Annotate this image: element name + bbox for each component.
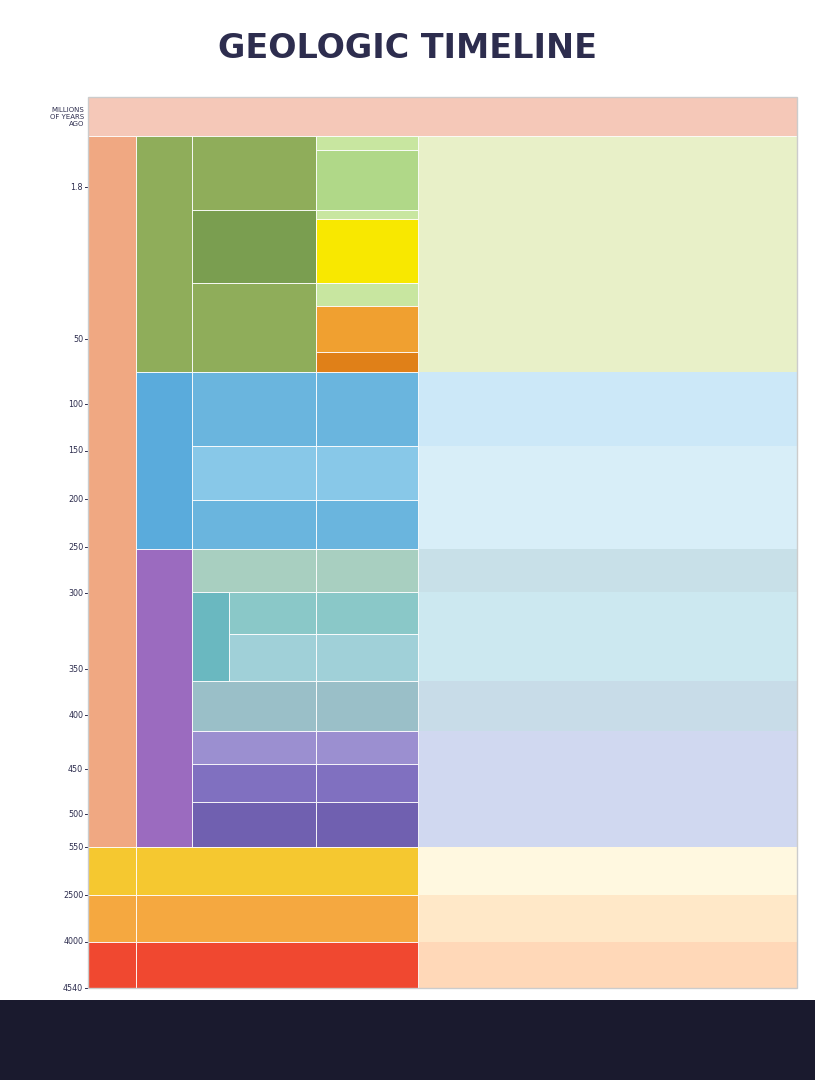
Text: QUATERNARY: QUATERNARY bbox=[214, 159, 293, 168]
Text: PLEISTOCENE: PLEISTOCENE bbox=[331, 175, 403, 185]
Text: OLIGOCENE: OLIGOCENE bbox=[337, 291, 398, 299]
Text: NEOGENE: NEOGENE bbox=[226, 232, 282, 242]
Text: 100: 100 bbox=[68, 400, 83, 408]
Text: PALEOCENE: PALEOCENE bbox=[336, 357, 398, 366]
Text: 50: 50 bbox=[73, 335, 83, 343]
Text: 4000: 4000 bbox=[63, 937, 83, 946]
Text: CENOZOIC: CENOZOIC bbox=[159, 225, 169, 284]
Text: Modern seed bearing plants, dinosaurs: Modern seed bearing plants, dinosaurs bbox=[179, 415, 328, 423]
Text: Cycads, first dinosaurs: Cycads, first dinosaurs bbox=[210, 526, 297, 536]
Text: SILURIAN: SILURIAN bbox=[227, 738, 281, 748]
Text: MILLIONS
OF YEARS
AGO: MILLIONS OF YEARS AGO bbox=[50, 107, 84, 126]
Text: EOCENE: EOCENE bbox=[346, 324, 388, 334]
Text: ORDOVICIAN: ORDOVICIAN bbox=[217, 773, 291, 783]
Text: PALEOZOIC: PALEOZOIC bbox=[159, 665, 169, 730]
Text: 300: 300 bbox=[68, 589, 83, 598]
Text: PERIOD: PERIOD bbox=[233, 111, 274, 122]
Text: The beginning of the formation of life: The beginning of the formation of life bbox=[199, 919, 355, 929]
Text: PALEOGENE: PALEOGENE bbox=[219, 311, 288, 321]
Text: EPOCH: EPOCH bbox=[348, 111, 385, 122]
Text: PENNSYLVAVIAN: PENNSYLVAVIAN bbox=[227, 603, 317, 612]
Text: 4540: 4540 bbox=[63, 984, 83, 993]
Text: DEVONIAN: DEVONIAN bbox=[222, 694, 284, 704]
Text: Invertebrate animals, brachiopods, trilobites: Invertebrate animals, brachiopods, trilo… bbox=[169, 826, 338, 835]
Text: HADEAN: HADEAN bbox=[244, 953, 311, 967]
Text: 500: 500 bbox=[68, 810, 83, 819]
Text: CRETACEOUS: CRETACEOUS bbox=[215, 394, 292, 405]
Text: First multicellular organisms: First multicellular organisms bbox=[218, 873, 337, 881]
Text: 350: 350 bbox=[68, 664, 83, 674]
Text: PHANEROZOIC: PHANEROZOIC bbox=[108, 455, 117, 528]
Text: 2500: 2500 bbox=[63, 891, 83, 900]
Text: PERMIAN: PERMIAN bbox=[227, 559, 280, 570]
Text: 200: 200 bbox=[68, 495, 83, 503]
Text: First reptiles: First reptiles bbox=[230, 571, 277, 580]
Text: JURASSIC: JURASSIC bbox=[227, 461, 281, 471]
Text: Early bony fish: Early bony fish bbox=[225, 783, 282, 793]
Text: TRIASSIC: TRIASSIC bbox=[227, 513, 280, 523]
Text: PROTAROZOIC: PROTAROZOIC bbox=[222, 859, 333, 873]
Text: 450: 450 bbox=[68, 765, 83, 773]
Text: CAMBRIAN: CAMBRIAN bbox=[222, 814, 285, 824]
Text: CARBONIFEROUS: CARBONIFEROUS bbox=[205, 597, 214, 675]
Text: Rise of mammals: Rise of mammals bbox=[221, 335, 286, 343]
Text: GEOLOGIC TIMELINE: GEOLOGIC TIMELINE bbox=[218, 32, 597, 65]
Text: 250: 250 bbox=[68, 542, 83, 552]
Text: 1.8: 1.8 bbox=[71, 183, 83, 191]
Text: Earliest land animals: Earliest land animals bbox=[214, 747, 293, 756]
Text: First insects: First insects bbox=[249, 613, 295, 623]
Text: First seed plants, cartilage fish: First seed plants, cartilage fish bbox=[195, 707, 312, 717]
Text: First humans: First humans bbox=[229, 178, 279, 187]
Text: VectorStock.com/36447043: VectorStock.com/36447043 bbox=[599, 1034, 791, 1047]
Text: ERA: ERA bbox=[153, 111, 174, 122]
Text: MESOZOIC: MESOZOIC bbox=[159, 430, 169, 491]
Text: VectorStock®: VectorStock® bbox=[24, 1031, 165, 1049]
Text: 150: 150 bbox=[68, 446, 83, 456]
Text: EON: EON bbox=[100, 111, 124, 122]
Text: HOLOCENE: HOLOCENE bbox=[338, 138, 396, 148]
Text: 400: 400 bbox=[68, 711, 83, 719]
Text: First birds: First birds bbox=[235, 475, 272, 485]
Text: 550: 550 bbox=[68, 842, 83, 852]
Text: Mastodons, hipparions: Mastodons, hipparions bbox=[210, 252, 297, 260]
Text: Many crinoids: Many crinoids bbox=[245, 659, 298, 667]
Text: Formation of the Earth: Formation of the Earth bbox=[230, 966, 324, 975]
Text: DEVELOPMENT OF LIFE: DEVELOPMENT OF LIFE bbox=[545, 111, 671, 122]
Text: ARCHEAN: ARCHEAN bbox=[240, 906, 315, 920]
Text: MIOCENE: MIOCENE bbox=[342, 247, 391, 256]
Text: MISSISSIPPIAN: MISSISSIPPIAN bbox=[231, 647, 313, 657]
